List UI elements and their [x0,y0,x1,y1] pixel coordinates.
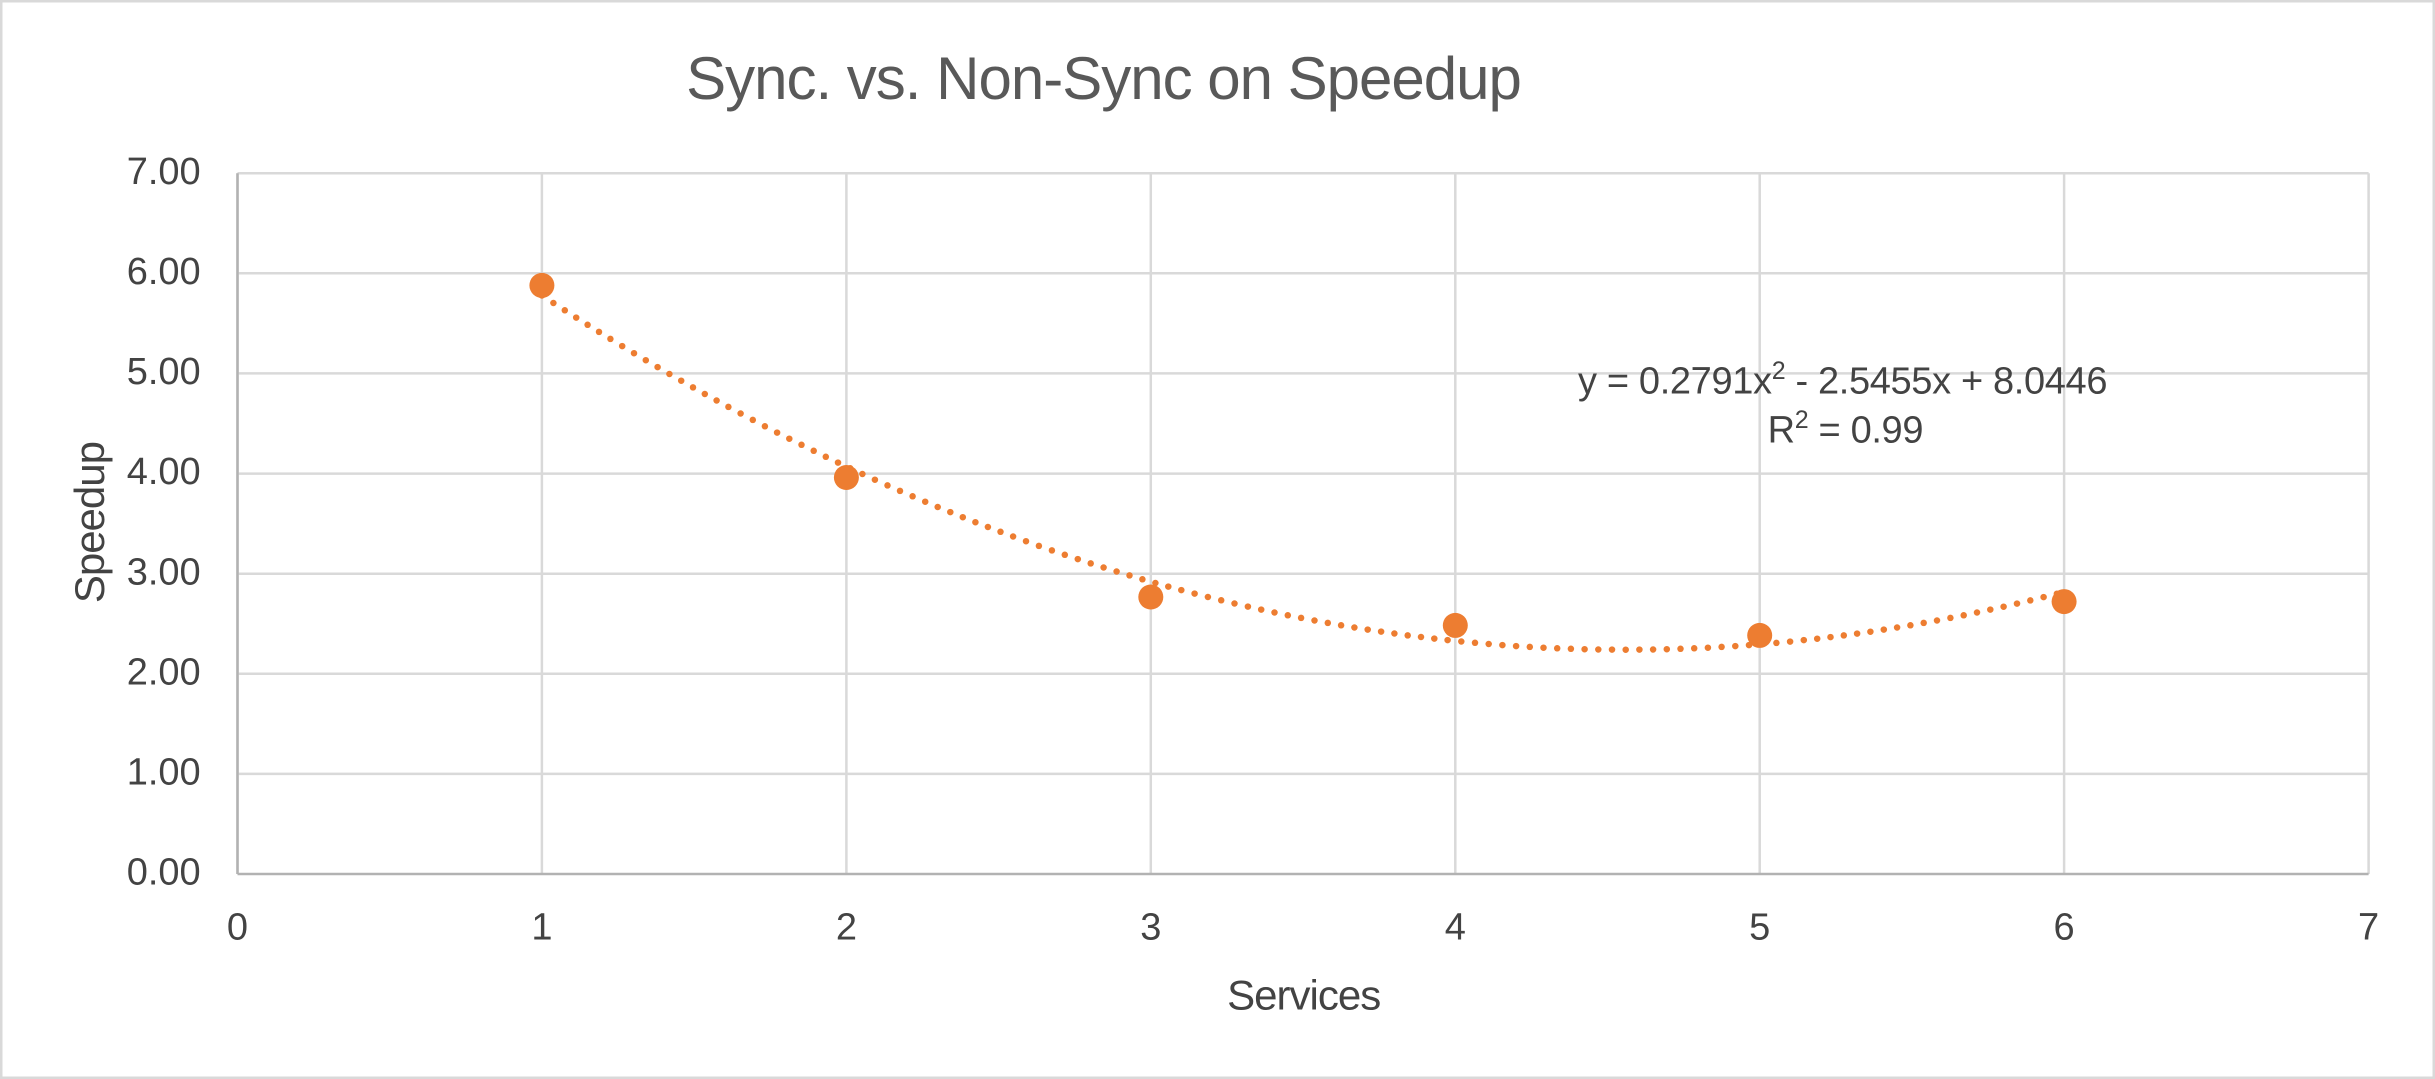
svg-text:0.00: 0.00 [127,852,201,894]
svg-text:y = 0.2791x2 - 2.5455x + 8.044: y = 0.2791x2 - 2.5455x + 8.0446 [1578,357,2107,403]
svg-text:5: 5 [1749,907,1770,949]
svg-text:Services: Services [1227,972,1380,1019]
svg-text:5.00: 5.00 [127,351,201,393]
svg-text:3.00: 3.00 [127,551,201,593]
svg-text:4: 4 [1445,907,1466,949]
svg-text:Speedup: Speedup [66,442,113,603]
svg-text:Sync. vs. Non-Sync on Speedup: Sync. vs. Non-Sync on Speedup [686,45,1521,112]
svg-text:1: 1 [531,907,552,949]
svg-text:1.00: 1.00 [127,752,201,794]
svg-text:2.00: 2.00 [127,651,201,693]
svg-text:R2 = 0.99: R2 = 0.99 [1768,406,1923,452]
svg-text:6: 6 [2054,907,2075,949]
svg-text:4.00: 4.00 [127,451,201,493]
svg-text:7.00: 7.00 [127,151,201,193]
svg-text:7: 7 [2358,907,2379,949]
svg-text:6.00: 6.00 [127,251,201,293]
svg-text:2: 2 [836,907,857,949]
svg-text:3: 3 [1140,907,1161,949]
svg-text:0: 0 [227,907,248,949]
